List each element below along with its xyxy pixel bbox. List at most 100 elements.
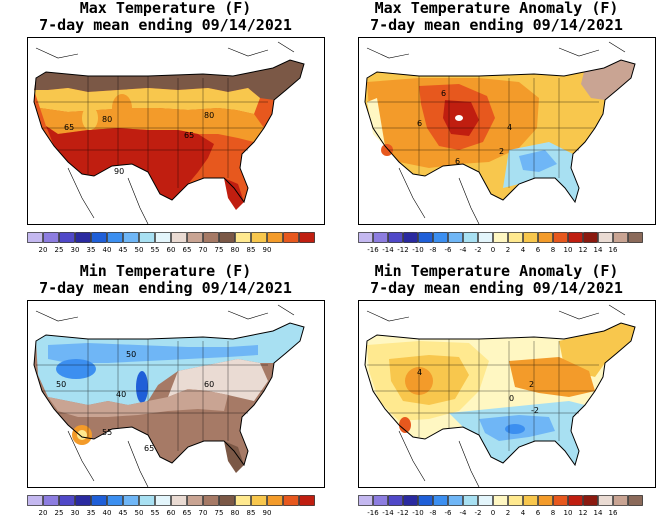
legend-swatch <box>123 495 139 506</box>
color-legend <box>27 495 315 506</box>
legend-swatch <box>235 232 251 243</box>
legend-swatch <box>433 495 448 506</box>
contour-label: 60 <box>204 380 214 389</box>
legend-tick-label: 14 <box>593 246 603 254</box>
contour-label: 6 <box>417 119 422 128</box>
legend-tick-label: 6 <box>535 246 541 254</box>
legend-tick-label: 30 <box>70 246 80 254</box>
legend-swatch <box>283 495 299 506</box>
contour-label: 90 <box>114 167 124 176</box>
legend-swatch <box>433 232 448 243</box>
legend-swatch <box>448 495 463 506</box>
legend-tick-label: 45 <box>118 509 128 517</box>
legend-tick-label: 85 <box>246 246 256 254</box>
map-max-temperature: 65 80 80 65 90 <box>27 37 325 225</box>
legend-tick-label: -8 <box>429 246 437 254</box>
legend-tick-label: 40 <box>102 246 112 254</box>
contour-label: 4 <box>417 368 422 377</box>
legend-swatch <box>508 232 523 243</box>
legend-tick-label: -2 <box>474 509 482 517</box>
legend-swatch <box>358 495 373 506</box>
legend-tick-label: -10 <box>412 509 424 517</box>
contour-label: 0 <box>509 394 514 403</box>
legend-swatch <box>155 495 171 506</box>
legend-tick-label: 20 <box>38 509 48 517</box>
legend-swatch <box>508 495 523 506</box>
legend-swatch <box>598 232 613 243</box>
legend-swatch <box>553 495 568 506</box>
legend-swatch <box>235 495 251 506</box>
legend-swatch <box>523 232 538 243</box>
panel-min-temperature: Min Temperature (F) 7-day mean ending 09… <box>0 263 331 526</box>
color-legend <box>358 495 643 506</box>
legend-swatch <box>478 495 493 506</box>
legend-tick-label: 4 <box>520 246 526 254</box>
legend-swatch <box>203 232 219 243</box>
legend-tick-label: -14 <box>382 509 394 517</box>
legend-tick-label: 6 <box>535 509 541 517</box>
legend-swatch <box>553 232 568 243</box>
legend-swatch <box>59 495 75 506</box>
contour-label: 65 <box>64 123 74 132</box>
legend-swatch <box>628 232 643 243</box>
legend-swatch <box>538 232 553 243</box>
legend-tick-label: 25 <box>54 509 64 517</box>
panel-subtitle: 7-day mean ending 09/14/2021 <box>370 16 623 34</box>
panel-max-temperature: Max Temperature (F) 7-day mean ending 09… <box>0 0 331 263</box>
legend-tick-label: 16 <box>608 509 618 517</box>
panel-subtitle: 7-day mean ending 09/14/2021 <box>370 279 623 297</box>
contour-label: -2 <box>531 406 539 415</box>
legend-tick-label: 2 <box>505 246 511 254</box>
legend-tick-label: 80 <box>230 509 240 517</box>
legend-swatches <box>27 232 315 243</box>
legend-tick-label: 4 <box>520 509 526 517</box>
legend-tick-label: -6 <box>444 246 452 254</box>
legend-tick-label: 85 <box>246 509 256 517</box>
legend-swatch <box>219 232 235 243</box>
legend-swatch <box>203 495 219 506</box>
legend-swatch <box>403 232 418 243</box>
legend-tick-label: 60 <box>166 509 176 517</box>
legend-tick-label: 16 <box>608 246 618 254</box>
panel-title: Min Temperature Anomaly (F) <box>374 262 619 280</box>
panel-title: Min Temperature (F) <box>79 262 252 280</box>
legend-swatch <box>478 232 493 243</box>
legend-tick-label: 10 <box>563 246 573 254</box>
contour-label: 55 <box>102 428 112 437</box>
legend-swatch <box>107 495 123 506</box>
legend-tick-label: 50 <box>134 509 144 517</box>
contour-label: 6 <box>441 89 446 98</box>
legend-tick-label: 60 <box>166 246 176 254</box>
legend-tick-label: 65 <box>182 246 192 254</box>
color-legend <box>27 232 315 243</box>
legend-tick-label: 0 <box>490 246 496 254</box>
legend-swatch <box>75 232 91 243</box>
legend-swatch <box>107 232 123 243</box>
legend-tick-label: 14 <box>593 509 603 517</box>
legend-swatch <box>493 232 508 243</box>
legend-tick-label: 10 <box>563 509 573 517</box>
legend-swatch <box>299 495 315 506</box>
legend-tick-label: 35 <box>86 246 96 254</box>
panel-subtitle: 7-day mean ending 09/14/2021 <box>39 279 292 297</box>
legend-swatch <box>91 495 107 506</box>
legend-swatch <box>299 232 315 243</box>
legend-tick-label: 12 <box>578 246 588 254</box>
legend-tick-label: 90 <box>262 509 272 517</box>
contour-label: 65 <box>184 131 194 140</box>
legend-swatch <box>171 232 187 243</box>
legend-tick-label: -8 <box>429 509 437 517</box>
legend-tick-label: 90 <box>262 246 272 254</box>
legend-tick-label: -10 <box>412 246 424 254</box>
contour-label: 40 <box>116 390 126 399</box>
legend-tick-label: -4 <box>459 509 467 517</box>
legend-swatch <box>59 232 75 243</box>
legend-swatch <box>171 495 187 506</box>
contour-label: 80 <box>204 111 214 120</box>
legend-tick-label: 65 <box>182 509 192 517</box>
legend-tick-label: -2 <box>474 246 482 254</box>
legend-swatch <box>613 495 628 506</box>
legend-swatch <box>251 495 267 506</box>
legend-swatch <box>568 232 583 243</box>
legend-swatch <box>123 232 139 243</box>
